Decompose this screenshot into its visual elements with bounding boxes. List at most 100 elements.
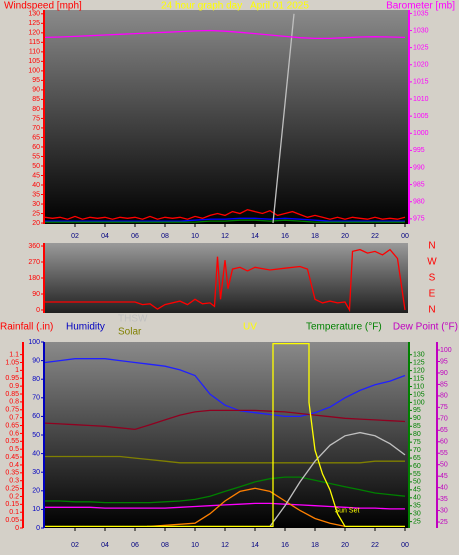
y-tick-label: 75 — [32, 115, 40, 122]
series-line — [44, 358, 406, 418]
y-tick-label: 60 — [440, 439, 448, 446]
y-tick-label: 0.35 — [5, 470, 19, 477]
y-tick-label: 80 — [440, 393, 448, 400]
plot-area — [45, 10, 408, 224]
y-tick-label: 1010 — [413, 96, 429, 103]
y-tick-label: 80 — [413, 431, 421, 438]
x-tick-label: 12 — [221, 542, 229, 549]
y-tick-label: 100 — [413, 399, 425, 406]
series-line — [44, 409, 406, 431]
y-tick-label: 85 — [413, 423, 421, 430]
y-tick-label: 95 — [440, 358, 448, 365]
axis-label: Barometer [mb] — [386, 1, 455, 12]
y-tick-label: 65 — [440, 427, 448, 434]
y-tick-label: 0.4 — [9, 462, 19, 469]
series-line — [44, 209, 406, 220]
y-tick-label: 180 — [28, 275, 40, 282]
y-tick-label: 10 — [32, 506, 40, 513]
y-tick-label: 20 — [32, 220, 40, 227]
x-tick-label: 02 — [71, 542, 79, 549]
y-tick-label: 45 — [32, 172, 40, 179]
y-tick-label: 0 — [15, 525, 19, 532]
y-tick-label: 995 — [413, 147, 425, 154]
x-tick-label: 00 — [401, 542, 409, 549]
y-tick-label: 55 — [413, 471, 421, 478]
y-tick-label: 100 — [28, 339, 40, 346]
series-line — [147, 487, 346, 528]
y-tick-label: 55 — [32, 153, 40, 160]
y-tick-label: 0.95 — [5, 375, 19, 382]
y-tick-label: 0.1 — [9, 509, 19, 516]
y-tick-label: 90 — [440, 370, 448, 377]
x-tick-label: 06 — [131, 233, 139, 240]
y-tick-label: 90 — [413, 415, 421, 422]
series-line — [45, 342, 405, 528]
y-tick-label: 360 — [28, 243, 40, 250]
x-tick-label: 04 — [101, 542, 109, 549]
x-tick-label: 12 — [221, 233, 229, 240]
axis-label: Dew Point (°F) — [393, 322, 458, 333]
x-tick-label: 00 — [401, 233, 409, 240]
y-tick-label: 120 — [28, 30, 40, 37]
y-tick-label: 0.5 — [9, 446, 19, 453]
x-tick-label: 10 — [191, 542, 199, 549]
x-tick-label: 22 — [371, 542, 379, 549]
x-tick-label: 20 — [341, 542, 349, 549]
y-tick-label: 30 — [413, 511, 421, 518]
series-line — [45, 455, 405, 464]
y-tick-label: 35 — [32, 191, 40, 198]
x-tick-label: 16 — [281, 233, 289, 240]
y-tick-label: 120 — [413, 367, 425, 374]
y-tick-label: 75 — [413, 439, 421, 446]
y-tick-label: 25 — [413, 518, 421, 525]
y-tick-label: 95 — [413, 407, 421, 414]
y-tick-label: 30 — [32, 469, 40, 476]
y-tick-label: 60 — [32, 144, 40, 151]
y-tick-label: 1 — [15, 367, 19, 374]
y-tick-label: 1005 — [413, 113, 429, 120]
y-tick-label: W — [427, 257, 437, 268]
y-tick-label: N — [428, 305, 435, 316]
y-tick-label: 1020 — [413, 62, 429, 69]
y-tick-label: N — [428, 241, 435, 252]
series-line — [272, 13, 295, 224]
y-tick-label: 1.1 — [9, 351, 19, 358]
y-tick-label: 80 — [32, 376, 40, 383]
y-tick-label: 45 — [413, 487, 421, 494]
y-tick-label: 85 — [32, 96, 40, 103]
y-tick-label: 0.55 — [5, 438, 19, 445]
y-tick-label: 0 — [36, 525, 40, 532]
y-tick-label: 50 — [32, 163, 40, 170]
annotation: Sun Set — [335, 507, 360, 514]
y-tick-label: 1035 — [413, 10, 429, 17]
y-tick-label: 125 — [28, 20, 40, 27]
y-tick-label: 130 — [413, 352, 425, 359]
series-line — [45, 502, 405, 510]
y-tick-label: 985 — [413, 181, 425, 188]
y-tick-label: 45 — [440, 473, 448, 480]
y-tick-label: 115 — [413, 375, 424, 382]
y-tick-label: 1.05 — [5, 359, 19, 366]
y-tick-label: 1015 — [413, 79, 429, 86]
y-tick-label: 30 — [32, 201, 40, 208]
x-tick-label: 18 — [311, 233, 319, 240]
y-tick-label: 1000 — [413, 130, 429, 137]
series-line — [45, 219, 405, 223]
x-tick-label: 02 — [71, 233, 79, 240]
y-tick-label: 105 — [28, 58, 40, 65]
y-tick-label: 0.7 — [9, 415, 19, 422]
y-tick-label: 0.25 — [5, 485, 19, 492]
y-tick-label: 125 — [413, 360, 425, 367]
y-tick-label: 0.6 — [9, 430, 19, 437]
x-tick-label: 14 — [251, 542, 259, 549]
y-tick-label: 65 — [413, 455, 421, 462]
y-tick-label: 110 — [413, 383, 424, 390]
y-tick-label: 1025 — [413, 45, 429, 52]
y-tick-label: 110 — [29, 49, 40, 56]
x-tick-label: 20 — [341, 233, 349, 240]
y-tick-label: 975 — [413, 216, 425, 223]
axis-label: Humidity — [66, 322, 105, 333]
series-line — [269, 431, 406, 527]
y-tick-label: 100 — [440, 347, 452, 354]
